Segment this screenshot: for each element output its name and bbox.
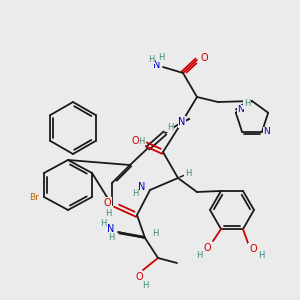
Text: H: H (100, 220, 106, 229)
Text: H: H (148, 55, 154, 64)
Text: O: O (103, 198, 111, 208)
Text: O: O (249, 244, 257, 254)
Text: Br: Br (29, 193, 39, 202)
Text: H: H (244, 99, 250, 108)
Text: H: H (152, 229, 158, 238)
Text: H: H (142, 280, 148, 290)
Text: N: N (178, 117, 186, 127)
Text: N: N (153, 60, 161, 70)
Text: O: O (203, 243, 211, 253)
Text: H: H (138, 137, 144, 146)
Text: O: O (200, 53, 208, 63)
Text: N: N (238, 105, 244, 114)
Text: H: H (196, 250, 202, 260)
Text: N: N (107, 224, 115, 234)
Text: H: H (108, 233, 114, 242)
Text: O: O (131, 136, 139, 146)
Text: N: N (105, 200, 111, 209)
Text: H: H (167, 122, 173, 131)
Text: H: H (258, 250, 264, 260)
Text: H: H (105, 208, 111, 217)
Text: H: H (158, 52, 164, 62)
Text: H: H (132, 190, 138, 199)
Text: H: H (185, 169, 191, 178)
Text: N: N (138, 182, 146, 192)
Text: N: N (264, 127, 270, 136)
Text: O: O (135, 272, 143, 282)
